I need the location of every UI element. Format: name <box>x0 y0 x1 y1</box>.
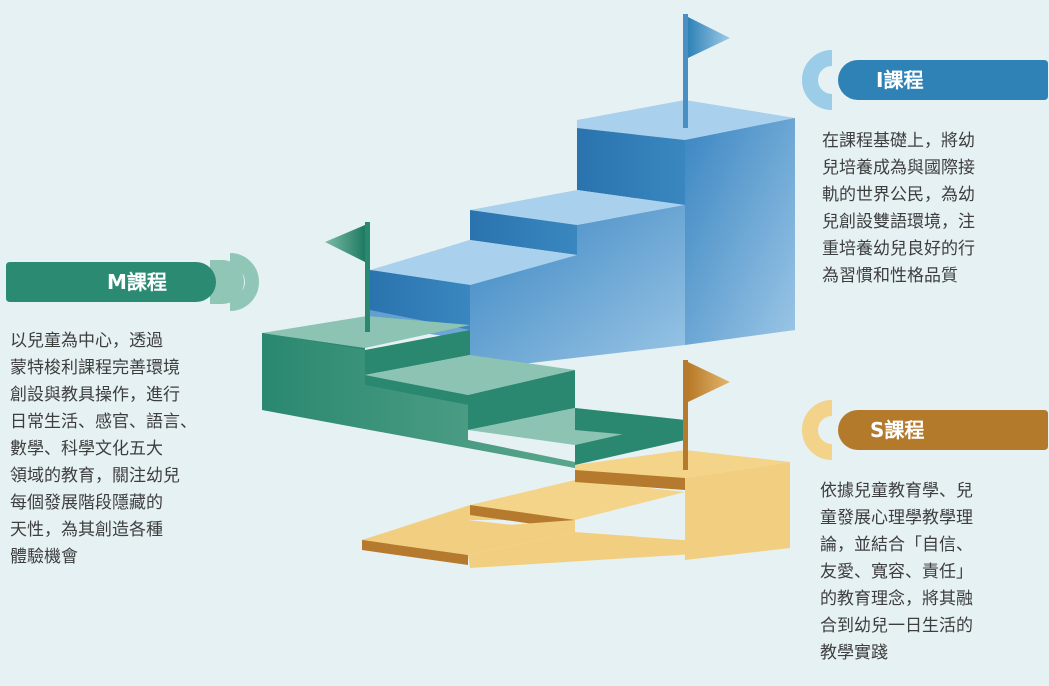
flag-icon <box>683 360 730 470</box>
s-course-badge <box>802 400 1048 460</box>
i-course-title: I課程 <box>876 68 924 92</box>
gold-staircase <box>362 450 790 568</box>
s-course-description: 依據兒童教育學、兒 童發展心理學教學理 論，並結合「自信、 友愛、寬容、責任」 … <box>820 481 973 663</box>
green-staircase <box>262 316 685 468</box>
s-course-title: S課程 <box>870 418 925 442</box>
i-course-description: 在課程基礎上，將幼 兒培養成為與國際接 軌的世界公民，為幼 兒創設雙語環境，注 … <box>822 131 975 286</box>
m-course-description: 以兒童為中心，透過 蒙特梭利課程完善環境 創設與教具操作，進行 日常生活、感官、… <box>10 331 197 567</box>
m-course-badge <box>6 253 259 311</box>
flag-icon <box>683 14 730 128</box>
flag-icon <box>325 222 370 332</box>
blue-staircase <box>370 100 795 370</box>
i-course-badge <box>802 50 1048 110</box>
m-course-title: M課程 <box>107 270 167 294</box>
